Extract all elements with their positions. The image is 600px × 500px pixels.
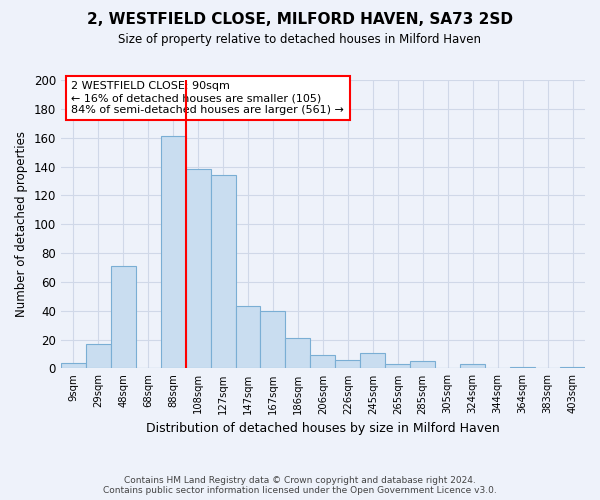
Text: 2 WESTFIELD CLOSE: 90sqm
← 16% of detached houses are smaller (105)
84% of semi-: 2 WESTFIELD CLOSE: 90sqm ← 16% of detach… (71, 82, 344, 114)
Bar (111, 266, 136, 368)
Bar (211, 175, 236, 368)
Bar (510, 367, 535, 368)
Bar (560, 367, 585, 368)
Text: Contains HM Land Registry data © Crown copyright and database right 2024.
Contai: Contains HM Land Registry data © Crown c… (103, 476, 497, 495)
Bar (185, 170, 211, 368)
Bar (460, 364, 485, 368)
Bar (410, 361, 435, 368)
Bar (310, 356, 335, 368)
Text: Size of property relative to detached houses in Milford Haven: Size of property relative to detached ho… (119, 32, 482, 46)
Bar (286, 338, 310, 368)
Bar (385, 364, 410, 368)
Bar (335, 360, 361, 368)
Text: 2, WESTFIELD CLOSE, MILFORD HAVEN, SA73 2SD: 2, WESTFIELD CLOSE, MILFORD HAVEN, SA73 … (87, 12, 513, 28)
Bar (361, 352, 385, 368)
Y-axis label: Number of detached properties: Number of detached properties (15, 131, 28, 317)
Bar (161, 136, 185, 368)
Bar (236, 306, 260, 368)
Bar (61, 362, 86, 368)
Bar (260, 310, 286, 368)
X-axis label: Distribution of detached houses by size in Milford Haven: Distribution of detached houses by size … (146, 422, 500, 435)
Bar (86, 344, 111, 368)
